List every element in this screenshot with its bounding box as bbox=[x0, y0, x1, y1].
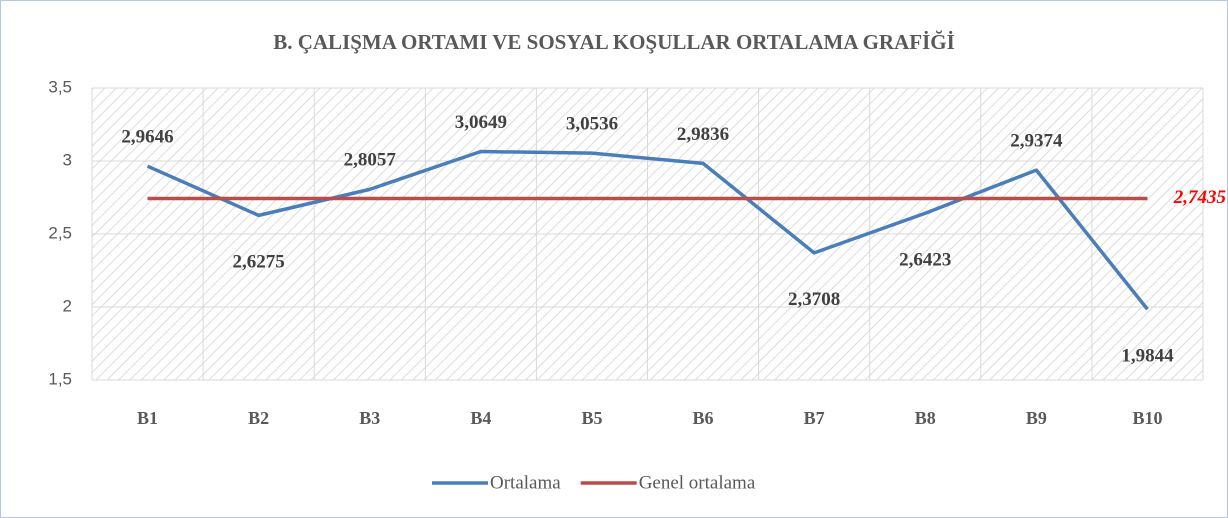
x-tick-label: B10 bbox=[1132, 408, 1162, 428]
data-label: 1,9844 bbox=[1121, 346, 1174, 367]
x-tick-label: B1 bbox=[137, 408, 158, 428]
x-tick-label: B2 bbox=[248, 408, 269, 428]
data-label: 2,9836 bbox=[677, 124, 729, 145]
y-tick-label: 3,5 bbox=[48, 77, 72, 96]
x-tick-label: B9 bbox=[1026, 408, 1047, 428]
legend-label: Genel ortalama bbox=[639, 472, 756, 493]
x-tick-label: B3 bbox=[359, 408, 380, 428]
data-label: 2,9374 bbox=[1010, 130, 1063, 151]
y-tick-label: 1,5 bbox=[48, 369, 72, 388]
x-tick-label: B6 bbox=[693, 408, 714, 428]
line-series bbox=[146, 149, 1149, 311]
x-tick-label: B4 bbox=[470, 408, 491, 428]
x-tick-label: B8 bbox=[915, 408, 936, 428]
data-label: 3,0649 bbox=[455, 112, 507, 133]
y-tick-label: 2,5 bbox=[48, 223, 72, 242]
data-label: 2,8057 bbox=[344, 150, 397, 171]
y-tick-label: 3 bbox=[63, 150, 72, 169]
x-tick-label: B7 bbox=[804, 408, 825, 428]
legend-label: Ortalama bbox=[490, 472, 561, 493]
data-label: 2,6275 bbox=[233, 252, 285, 273]
x-tick-label: B5 bbox=[581, 408, 602, 428]
data-label: 3,0536 bbox=[566, 114, 618, 135]
data-label: 2,3708 bbox=[788, 289, 840, 310]
y-tick-label: 2 bbox=[63, 296, 72, 315]
data-label: 2,6423 bbox=[899, 250, 951, 271]
chart-title: B. ÇALIŞMA ORTAMI VE SOSYAL KOŞULLAR ORT… bbox=[273, 30, 955, 54]
data-label: 2,7435 bbox=[1173, 187, 1227, 208]
data-label: 2,9646 bbox=[121, 127, 173, 148]
